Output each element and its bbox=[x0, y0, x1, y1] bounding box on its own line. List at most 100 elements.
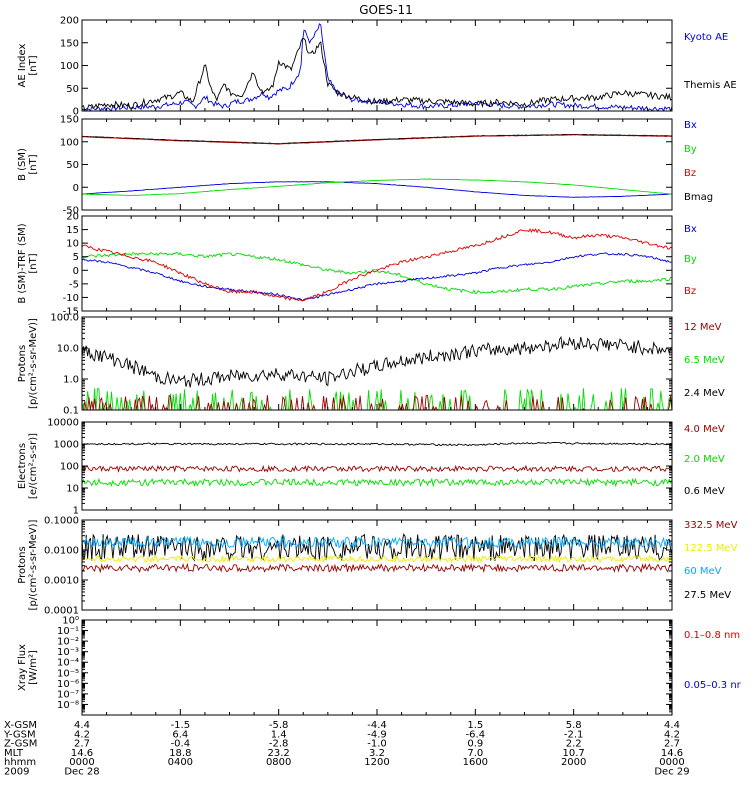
series-60-mev bbox=[82, 535, 672, 550]
ephemeris-value: 2000 bbox=[561, 757, 586, 768]
y-tick-label: 5 bbox=[73, 252, 79, 263]
panel-electrons: 1 10 100 1000 10000 Electrons [e/(cm²-s-sr)] 4.… bbox=[17, 418, 725, 517]
y-tick-label: 50 bbox=[66, 84, 79, 95]
ephemeris-value: 5.8 bbox=[566, 720, 582, 731]
panel-ae: 0 50 100 150 200 AE Index [nT] Kyoto AE Themis A… bbox=[17, 16, 737, 118]
y-axis-label: [nT] bbox=[28, 55, 39, 75]
series-bx bbox=[82, 181, 672, 198]
y-tick-label: 1 bbox=[73, 506, 79, 517]
ephemeris-value: 7.0 bbox=[467, 748, 483, 759]
legend-entry: 4.0 MeV bbox=[684, 424, 725, 435]
ephemeris-value: 4.4 bbox=[664, 720, 680, 731]
y-tick-label: 15 bbox=[66, 225, 79, 236]
y-axis-label: Protons bbox=[17, 345, 28, 382]
legend-entry: 0.1–0.8 nm bbox=[684, 630, 740, 641]
y-tick-label: 100 bbox=[60, 462, 79, 473]
y-tick-label: 10000 bbox=[47, 418, 79, 429]
y-axis-label: [nT] bbox=[28, 253, 39, 273]
y-tick-label: 10⁻⁶ bbox=[57, 679, 79, 690]
ephemeris-value: 2.2 bbox=[566, 739, 582, 750]
ephemeris-value: Dec 29 bbox=[654, 767, 689, 778]
y-tick-label: 10⁰ bbox=[62, 616, 79, 627]
ephemeris-value: -2.8 bbox=[269, 739, 289, 750]
series-2-0-mev bbox=[82, 477, 672, 488]
y-tick-label: 0 bbox=[73, 107, 79, 118]
legend-entry: 6.5 MeV bbox=[684, 355, 725, 366]
legend-entry: 0.05–0.3 nr bbox=[684, 680, 742, 691]
ephemeris-value: -2.1 bbox=[564, 729, 584, 740]
series-0-6-mev bbox=[82, 441, 672, 446]
y-axis-label: Xray Flux bbox=[17, 644, 28, 691]
ephemeris-value: 2.7 bbox=[74, 739, 90, 750]
series-group bbox=[82, 441, 672, 488]
legend-entry: 332.5 MeV bbox=[684, 520, 738, 531]
ephemeris-value: 14.6 bbox=[71, 748, 93, 759]
ephemeris-row-label: Z-GSM bbox=[4, 739, 37, 750]
y-axis-label: Electrons bbox=[17, 443, 28, 489]
y-tick-label: 200 bbox=[60, 16, 79, 27]
y-tick-label: 20 bbox=[66, 212, 79, 223]
y-axis-label: [p/(cm²-s-sr-MeV)] bbox=[28, 318, 39, 409]
ephemeris-row-label: hhmm bbox=[4, 757, 36, 768]
legend-entry: Bx bbox=[684, 224, 697, 235]
legend-entry: Bx bbox=[684, 120, 697, 131]
ephemeris-value: -5.8 bbox=[269, 720, 289, 731]
ephemeris-value: -1.5 bbox=[171, 720, 191, 731]
y-axis-label: B (SM) bbox=[17, 148, 28, 181]
y-tick-label: -10 bbox=[63, 293, 79, 304]
panel-bsmtrf: -15 -10 -5 0 5 10 15 20 B (SM)-TRF (SM) [nT] Bx By B… bbox=[17, 212, 697, 318]
legend-entry: 27.5 MeV bbox=[684, 590, 731, 601]
y-axis-label: [nT] bbox=[28, 154, 39, 174]
series-group bbox=[82, 23, 672, 111]
y-tick-label: 10 bbox=[66, 239, 79, 250]
legend-entry: Themis AE bbox=[683, 80, 737, 91]
y-axis-label: AE Index bbox=[17, 43, 28, 87]
ephemeris-value: 0800 bbox=[266, 757, 291, 768]
legend-entry: 0.6 MeV bbox=[684, 486, 725, 497]
y-tick-label: 1000 bbox=[54, 440, 79, 451]
y-axis-label: B (SM)-TRF (SM) bbox=[17, 223, 28, 303]
series-2-4-mev bbox=[82, 336, 672, 388]
ephemeris-value: 1.5 bbox=[467, 720, 483, 731]
y-tick-label: 10 bbox=[66, 484, 79, 495]
ephemeris-value: 4.2 bbox=[74, 729, 90, 740]
series-by bbox=[82, 178, 672, 196]
series-bmag bbox=[82, 133, 672, 145]
y-axis-label: [p/(cm²-s-sr-MeV)] bbox=[28, 519, 39, 610]
legend-entry: Bz bbox=[684, 286, 696, 297]
panel-bsm: -50 0 50 100 150 B (SM) [nT] Bx By Bz Bmag bbox=[17, 115, 713, 217]
ephemeris-value: 1.4 bbox=[271, 729, 287, 740]
chart-title: GOES-11 bbox=[359, 3, 413, 17]
ephemeris-value: 18.8 bbox=[169, 748, 191, 759]
series-6-5-mev bbox=[82, 388, 672, 410]
y-tick-label: 10⁻¹ bbox=[57, 626, 79, 637]
series-group bbox=[82, 533, 672, 574]
legend-entry: 2.0 MeV bbox=[684, 454, 725, 465]
legend-entry: By bbox=[684, 254, 697, 265]
ephemeris-value: 0000 bbox=[659, 757, 684, 768]
y-tick-label: 0 bbox=[73, 183, 79, 194]
y-tick-label: 0.0100 bbox=[44, 546, 79, 557]
y-tick-label: 10⁻⁸ bbox=[57, 700, 79, 711]
ephemeris-value: -4.9 bbox=[367, 729, 387, 740]
ephemeris-value: 0.9 bbox=[467, 739, 483, 750]
ephemeris-table: X-GSM 4.4 -1.5 -5.8 -4.4 1.5 5.8 4.4 Y-GSM 4.2 6.4… bbox=[3, 720, 690, 778]
legend-entry: By bbox=[684, 144, 697, 155]
legend-entry: 2.4 MeV bbox=[684, 388, 725, 399]
series-332-5-mev bbox=[82, 562, 672, 574]
ephemeris-row-label: X-GSM bbox=[4, 720, 37, 731]
y-axis-label: Protons bbox=[17, 546, 28, 583]
legend-entry: Bmag bbox=[684, 192, 713, 203]
y-tick-label: -15 bbox=[63, 307, 79, 318]
series-bz bbox=[82, 228, 672, 302]
panel-frame bbox=[81, 118, 673, 211]
ephemeris-value: -1.0 bbox=[367, 739, 387, 750]
panel-protons_low: 0.0001 0.0010 0.0100 0.1000 Protons [p/(cm²-s… bbox=[17, 516, 738, 617]
legend-entry: Bz bbox=[684, 168, 696, 179]
y-tick-label: 0.1 bbox=[63, 406, 79, 417]
ephemeris-value: -4.4 bbox=[367, 720, 387, 731]
y-tick-label: 10⁻³ bbox=[57, 647, 79, 658]
y-tick-label: 10⁻² bbox=[57, 637, 79, 648]
ephemeris-value: 23.2 bbox=[268, 748, 290, 759]
